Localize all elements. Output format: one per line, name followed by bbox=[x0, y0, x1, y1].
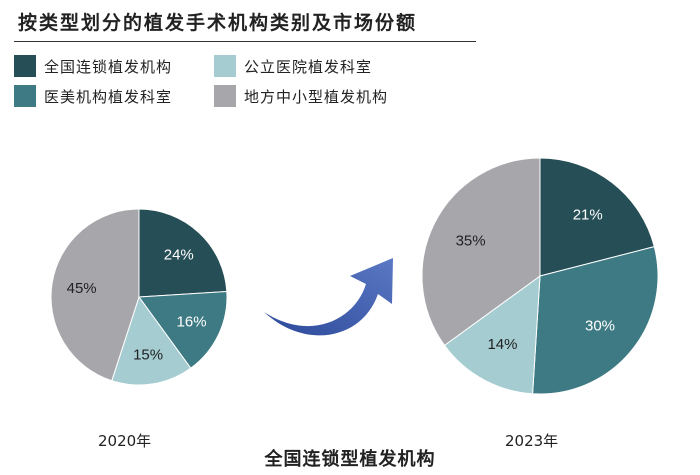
pie-slice-local bbox=[50, 208, 140, 382]
legend-item-public-hospital: 公立医院植发科室 bbox=[214, 55, 372, 77]
pie-2023: 21% 30% 14% 35% bbox=[421, 157, 659, 395]
growth-arrow-icon bbox=[264, 258, 393, 336]
slice-value-label: 45% bbox=[67, 280, 97, 297]
chart-title: 按类型划分的植发手术机构类别及市场份额 bbox=[18, 12, 418, 34]
year-label-2023: 2023年 bbox=[505, 432, 559, 450]
legend-swatch bbox=[14, 55, 36, 77]
slice-value-label: 16% bbox=[177, 314, 207, 331]
legend-swatch bbox=[214, 85, 236, 107]
pie-slice-public-hospital bbox=[443, 274, 541, 395]
legend-item-local: 地方中小型植发机构 bbox=[214, 85, 388, 107]
pie-slice-chain bbox=[138, 208, 228, 298]
slice-value-label: 30% bbox=[585, 318, 615, 335]
legend-swatch bbox=[14, 85, 36, 107]
slice-value-label: 35% bbox=[456, 233, 486, 250]
chart-caption: 全国连锁型植发机构 bbox=[264, 449, 436, 470]
legend-item-chain: 全国连锁植发机构 bbox=[14, 55, 172, 77]
pie-slice-aesthetic bbox=[138, 290, 228, 369]
title-divider bbox=[14, 41, 476, 42]
legend-label: 医美机构植发科室 bbox=[44, 87, 173, 106]
pie-slice-chain bbox=[539, 157, 655, 277]
pie-slice-public-hospital bbox=[111, 295, 192, 386]
slice-value-label: 21% bbox=[573, 206, 603, 223]
legend-swatch bbox=[214, 55, 236, 77]
legend-item-aesthetic: 医美机构植发科室 bbox=[14, 85, 172, 107]
legend-label: 全国连锁植发机构 bbox=[44, 57, 173, 76]
pie-slice-aesthetic bbox=[532, 246, 659, 395]
pie-2020: 24% 16% 15% 45% bbox=[50, 208, 228, 386]
slice-value-label: 14% bbox=[487, 336, 517, 353]
legend-label: 公立医院植发科室 bbox=[244, 57, 373, 76]
pie-slice-local bbox=[421, 157, 541, 347]
slice-value-label: 15% bbox=[133, 346, 163, 363]
legend-label: 地方中小型植发机构 bbox=[244, 87, 389, 106]
year-label-2020: 2020年 bbox=[98, 432, 152, 450]
slice-value-label: 24% bbox=[164, 247, 194, 264]
